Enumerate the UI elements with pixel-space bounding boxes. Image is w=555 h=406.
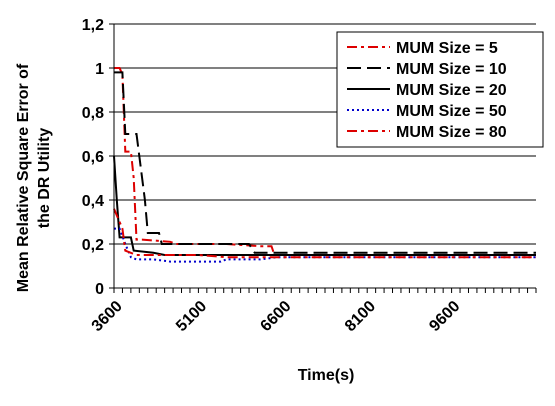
legend-label-3: MUM Size = 20	[396, 82, 507, 99]
legend-label-5: MUM Size = 80	[396, 124, 507, 141]
x-tick-label: 9600	[426, 298, 463, 335]
y-tick-label: 0,2	[82, 237, 104, 254]
y-tick-label: 0,8	[82, 105, 104, 122]
y-tick-label: 0	[95, 281, 104, 298]
x-tick-label: 5100	[173, 298, 210, 335]
legend: MUM Size = 5 MUM Size = 10 MUM Size = 20 MU…	[336, 31, 544, 148]
grid-layer	[114, 23, 536, 245]
y-axis-label-line-1: Mean Relative Square Error of	[15, 63, 32, 292]
y-tick-label: 0,6	[82, 149, 104, 166]
y-tick-label: 1	[95, 61, 104, 78]
x-tick-label: 8100	[342, 298, 379, 335]
y-tick-label: 1,2	[82, 17, 104, 34]
series-line-5	[113, 208, 536, 259]
x-tick-label: 6600	[257, 298, 294, 335]
x-axis-label: Time(s)	[298, 367, 355, 384]
y-tick-label: 0,4	[82, 193, 104, 210]
x-tick-label: 3600	[89, 298, 126, 335]
legend-label-1: MUM Size = 5	[396, 40, 498, 57]
legend-label-4: MUM Size = 50	[396, 103, 507, 120]
series-line-3	[113, 155, 536, 256]
y-axis-label-line-2: the DR Utility	[36, 128, 53, 229]
y-axis-label: Mean Relative Square Error of the DR Uti…	[15, 63, 53, 292]
series-layer	[113, 67, 536, 263]
series-line-2	[114, 71, 536, 254]
legend-label-2: MUM Size = 10	[396, 61, 507, 78]
